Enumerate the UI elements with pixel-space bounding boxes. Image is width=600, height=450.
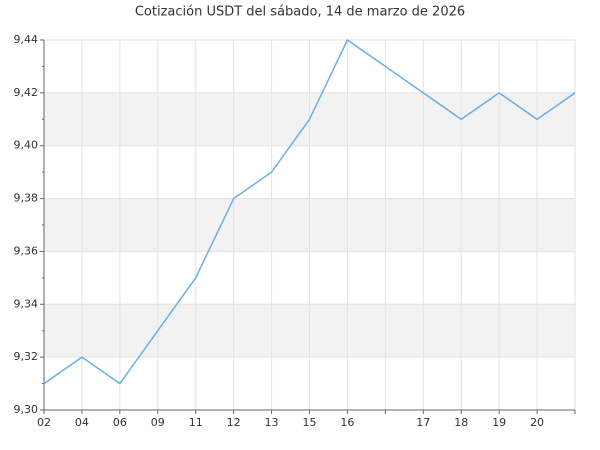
- x-tick-label: 15: [303, 416, 317, 429]
- x-tick-label: 02: [37, 416, 51, 429]
- x-tick-label: 09: [151, 416, 165, 429]
- x-tick-label: 13: [265, 416, 279, 429]
- y-tick-label: 9,34: [14, 297, 39, 310]
- x-tick-label: 11: [189, 416, 203, 429]
- y-tick-label: 9,30: [14, 403, 39, 416]
- y-tick-label: 9,44: [14, 33, 39, 46]
- x-tick-label: 19: [492, 416, 506, 429]
- y-tick-label: 9,42: [14, 86, 39, 99]
- x-tick-label: 18: [454, 416, 468, 429]
- x-tick-label: 04: [75, 416, 89, 429]
- chart-title: Cotización USDT del sábado, 14 de marzo …: [135, 5, 465, 20]
- y-tick-label: 9,32: [14, 350, 39, 363]
- x-tick-label: 20: [530, 416, 544, 429]
- line-series: [43, 38, 576, 385]
- y-tick-label: 9,38: [14, 192, 39, 205]
- x-tick-label: 17: [416, 416, 430, 429]
- x-tick-label: 06: [113, 416, 127, 429]
- y-tick-label: 9,40: [14, 139, 39, 152]
- y-tick-label: 9,36: [14, 244, 39, 257]
- x-tick-label: 12: [227, 416, 241, 429]
- x-tick-label: 16: [340, 416, 354, 429]
